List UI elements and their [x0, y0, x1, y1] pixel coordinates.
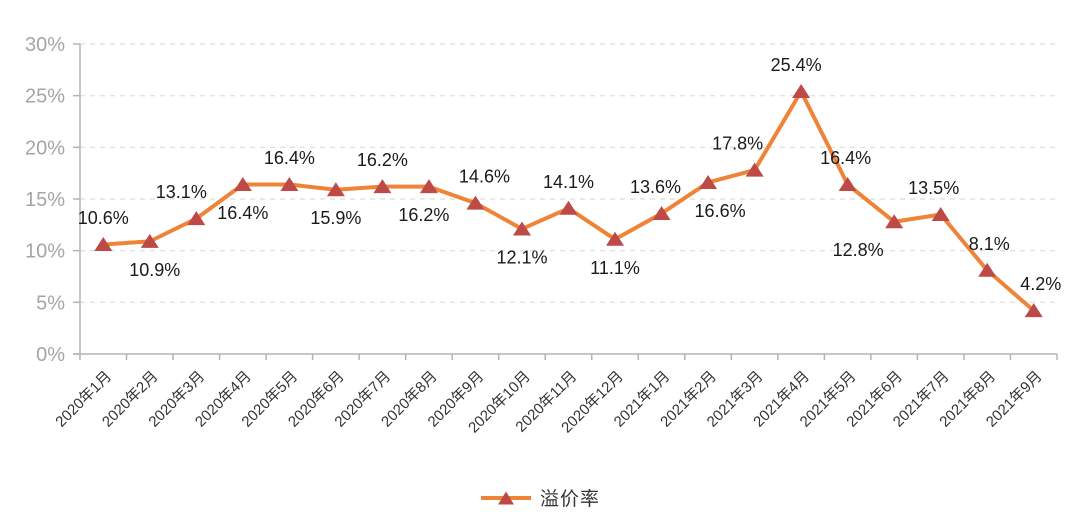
legend-label: 溢价率 — [539, 489, 600, 510]
data-point-label: 12.8% — [833, 240, 884, 260]
data-point-label: 16.4% — [217, 203, 268, 223]
data-point-marker — [699, 174, 718, 189]
y-axis-tick-label: 20% — [25, 137, 65, 159]
data-point-marker — [885, 214, 904, 229]
data-point-marker — [466, 195, 485, 210]
data-point-label: 13.5% — [908, 178, 959, 198]
y-axis-tick-label: 25% — [25, 86, 65, 108]
data-point-marker — [745, 162, 764, 177]
data-point-label: 12.1% — [496, 247, 547, 267]
data-point-marker — [373, 179, 392, 194]
y-axis-tick-label: 15% — [25, 189, 65, 211]
data-point-marker — [187, 211, 206, 226]
data-point-label: 16.2% — [357, 150, 408, 170]
data-point-label: 13.6% — [630, 177, 681, 197]
y-axis-tick-label: 10% — [25, 241, 65, 263]
data-point-label: 14.1% — [543, 172, 594, 192]
data-point-label: 13.1% — [156, 182, 207, 202]
y-axis-tick-label: 0% — [36, 344, 65, 366]
data-point-label: 4.2% — [1020, 274, 1061, 294]
data-point-marker — [233, 177, 252, 192]
data-point-label: 16.6% — [695, 201, 746, 221]
y-axis-tick-label: 30% — [25, 34, 65, 56]
data-point-marker — [652, 205, 671, 220]
legend-line-marker-icon — [480, 491, 531, 504]
data-point-label: 10.6% — [78, 208, 129, 228]
data-point-marker — [606, 231, 625, 246]
data-point-label: 11.1% — [590, 258, 640, 278]
legend-item-premium-rate[interactable]: 溢价率 — [0, 484, 1080, 511]
data-point-label: 25.4% — [771, 55, 822, 75]
data-point-label: 16.4% — [820, 148, 871, 168]
data-point-marker — [419, 179, 438, 194]
data-point-marker — [512, 221, 531, 236]
data-point-label: 15.9% — [310, 208, 361, 228]
data-point-label: 14.6% — [459, 167, 510, 187]
data-point-label: 16.2% — [398, 205, 449, 225]
data-point-marker — [931, 207, 950, 221]
data-point-marker — [326, 182, 345, 197]
data-point-label: 17.8% — [712, 134, 763, 154]
data-point-marker — [140, 233, 159, 248]
data-point-marker — [838, 177, 857, 192]
data-point-marker — [792, 84, 811, 99]
y-axis-tick-label: 5% — [36, 292, 65, 314]
data-point-marker — [94, 236, 113, 251]
data-point-marker — [280, 177, 299, 192]
data-point-marker — [978, 262, 997, 277]
data-point-label: 10.9% — [129, 260, 180, 280]
data-point-marker — [1024, 303, 1043, 318]
data-point-marker — [559, 200, 578, 215]
data-point-label: 16.4% — [264, 148, 315, 168]
data-point-label: 8.1% — [969, 234, 1010, 254]
